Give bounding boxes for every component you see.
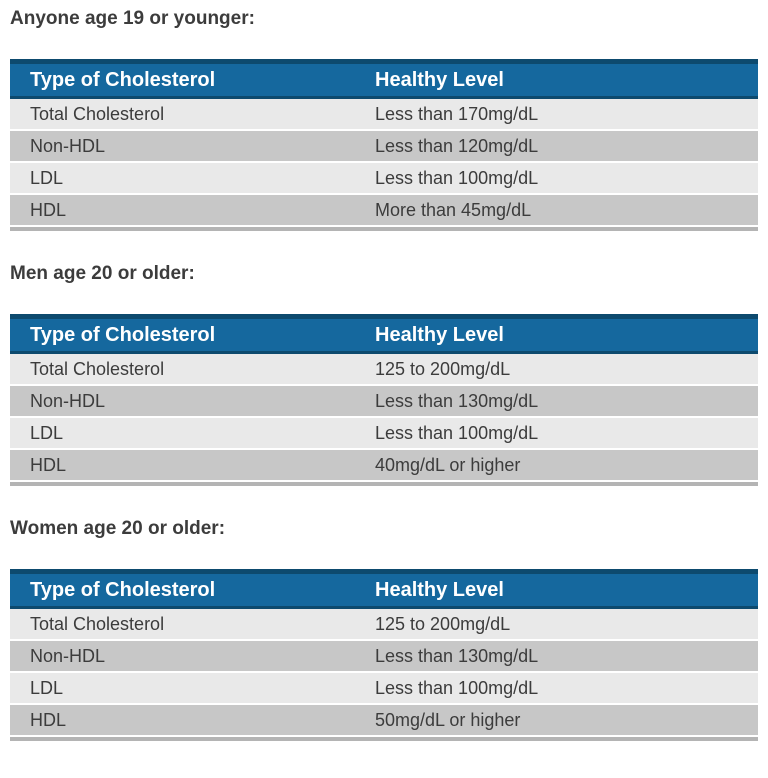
cell-healthy-level: 125 to 200mg/dL — [365, 609, 758, 641]
section-heading: Women age 20 or older: — [10, 518, 226, 539]
column-header-type-of-cholesterol: Type of Cholesterol — [10, 319, 365, 354]
section-men-age-20-or-older: Men age 20 or older: Type of Cholesterol… — [10, 263, 758, 486]
cell-healthy-level: 125 to 200mg/dL — [365, 354, 758, 386]
table-row: Non-HDL Less than 130mg/dL — [10, 641, 758, 673]
section-age-19-or-younger: Anyone age 19 or younger: Type of Choles… — [10, 8, 758, 231]
section-women-age-20-or-older: Women age 20 or older: Type of Cholester… — [10, 518, 758, 741]
cell-cholesterol-type: HDL — [10, 195, 365, 227]
table-row: HDL More than 45mg/dL — [10, 195, 758, 227]
table-header-row: Type of Cholesterol Healthy Level — [10, 574, 758, 609]
cell-cholesterol-type: Total Cholesterol — [10, 609, 365, 641]
cholesterol-table: Type of Cholesterol Healthy Level Total … — [10, 59, 758, 231]
cholesterol-table: Type of Cholesterol Healthy Level Total … — [10, 314, 758, 486]
section-heading: Men age 20 or older: — [10, 263, 195, 284]
cell-healthy-level: 40mg/dL or higher — [365, 450, 758, 482]
cell-healthy-level: 50mg/dL or higher — [365, 705, 758, 737]
cell-healthy-level: Less than 170mg/dL — [365, 99, 758, 131]
table-header-row: Type of Cholesterol Healthy Level — [10, 64, 758, 99]
table-row: HDL 50mg/dL or higher — [10, 705, 758, 737]
table-row: Total Cholesterol 125 to 200mg/dL — [10, 354, 758, 386]
cell-cholesterol-type: Total Cholesterol — [10, 99, 365, 131]
cell-healthy-level: More than 45mg/dL — [365, 195, 758, 227]
cell-cholesterol-type: HDL — [10, 450, 365, 482]
table-row: HDL 40mg/dL or higher — [10, 450, 758, 482]
cell-cholesterol-type: LDL — [10, 163, 365, 195]
table-row: Total Cholesterol 125 to 200mg/dL — [10, 609, 758, 641]
column-header-type-of-cholesterol: Type of Cholesterol — [10, 574, 365, 609]
table-row: Non-HDL Less than 130mg/dL — [10, 386, 758, 418]
section-heading: Anyone age 19 or younger: — [10, 8, 255, 29]
column-header-healthy-level: Healthy Level — [365, 574, 758, 609]
cell-cholesterol-type: Non-HDL — [10, 386, 365, 418]
cell-healthy-level: Less than 130mg/dL — [365, 641, 758, 673]
table-row: LDL Less than 100mg/dL — [10, 418, 758, 450]
cell-cholesterol-type: LDL — [10, 418, 365, 450]
cell-cholesterol-type: Non-HDL — [10, 641, 365, 673]
cell-healthy-level: Less than 130mg/dL — [365, 386, 758, 418]
cholesterol-table: Type of Cholesterol Healthy Level Total … — [10, 569, 758, 741]
cell-healthy-level: Less than 100mg/dL — [365, 418, 758, 450]
column-header-type-of-cholesterol: Type of Cholesterol — [10, 64, 365, 99]
column-header-healthy-level: Healthy Level — [365, 319, 758, 354]
cell-cholesterol-type: HDL — [10, 705, 365, 737]
cell-healthy-level: Less than 100mg/dL — [365, 163, 758, 195]
table-row: LDL Less than 100mg/dL — [10, 673, 758, 705]
table-row: Total Cholesterol Less than 170mg/dL — [10, 99, 758, 131]
table-row: LDL Less than 100mg/dL — [10, 163, 758, 195]
cell-cholesterol-type: Non-HDL — [10, 131, 365, 163]
column-header-healthy-level: Healthy Level — [365, 64, 758, 99]
cell-cholesterol-type: Total Cholesterol — [10, 354, 365, 386]
table-row: Non-HDL Less than 120mg/dL — [10, 131, 758, 163]
table-header-row: Type of Cholesterol Healthy Level — [10, 319, 758, 354]
cell-healthy-level: Less than 100mg/dL — [365, 673, 758, 705]
cell-healthy-level: Less than 120mg/dL — [365, 131, 758, 163]
cell-cholesterol-type: LDL — [10, 673, 365, 705]
